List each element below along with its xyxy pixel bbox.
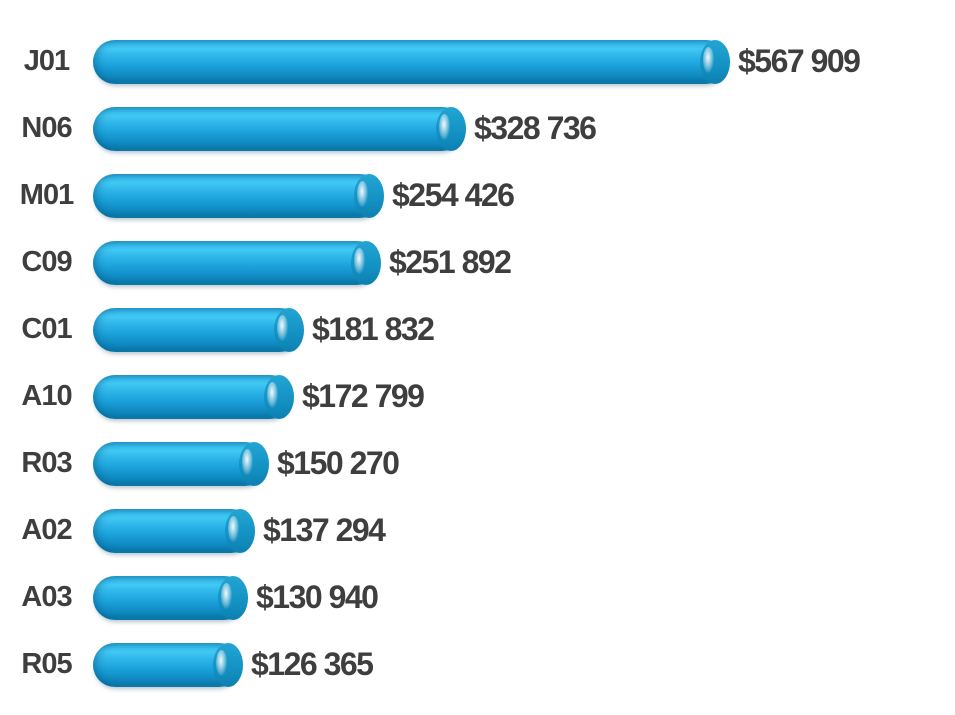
value-label: $130 940 <box>256 579 379 615</box>
value-label: $328 736 <box>474 110 597 146</box>
bar-row: J01 $567 909 <box>0 28 955 95</box>
category-label: A03 <box>21 581 72 613</box>
bar <box>93 508 255 553</box>
bar-end-cap <box>700 39 730 84</box>
bar-row: C01 $181 832 <box>0 296 955 363</box>
bar-row: M01 $254 426 <box>0 162 955 229</box>
bar-end-cap <box>218 575 248 620</box>
category-label: J01 <box>23 45 70 77</box>
bar-row: A02 $137 294 <box>0 497 955 564</box>
bar-chart: J01 $567 909 N06 $328 736 M01 $254 426 C… <box>0 28 955 698</box>
bar-end-cap <box>239 441 269 486</box>
value-label: $254 426 <box>392 177 515 213</box>
bar-end-cap <box>274 307 304 352</box>
value-label: $181 832 <box>312 311 435 347</box>
bar-row: R05 $126 365 <box>0 631 955 698</box>
bar-end-cap <box>436 106 466 151</box>
bar-row: A10 $172 799 <box>0 363 955 430</box>
bar-row: R03 $150 270 <box>0 430 955 497</box>
value-label: $126 365 <box>251 646 374 682</box>
value-label: $150 270 <box>277 445 400 481</box>
bar-end-cap <box>351 240 381 285</box>
bar <box>93 642 243 687</box>
bar <box>93 374 294 419</box>
category-label: C01 <box>21 313 72 345</box>
bar <box>93 307 304 352</box>
bar <box>93 575 248 620</box>
category-label: R05 <box>21 648 72 680</box>
bar-end-cap <box>225 508 255 553</box>
bar <box>93 240 381 285</box>
value-label: $137 294 <box>263 512 386 548</box>
bar-row: C09 $251 892 <box>0 229 955 296</box>
bar <box>93 106 466 151</box>
bar-end-cap <box>213 642 243 687</box>
value-label: $251 892 <box>389 244 512 280</box>
value-label: $567 909 <box>738 43 861 79</box>
bar-end-cap <box>354 173 384 218</box>
category-label: A02 <box>21 514 72 546</box>
category-label: N06 <box>21 112 72 144</box>
bar-row: A03 $130 940 <box>0 564 955 631</box>
bar <box>93 441 269 486</box>
bar <box>93 39 730 84</box>
bar <box>93 173 384 218</box>
bar-end-cap <box>264 374 294 419</box>
category-label: C09 <box>21 246 72 278</box>
category-label: A10 <box>21 380 72 412</box>
category-label: R03 <box>21 447 72 479</box>
category-label: M01 <box>19 179 74 211</box>
value-label: $172 799 <box>302 378 425 414</box>
bar-row: N06 $328 736 <box>0 95 955 162</box>
